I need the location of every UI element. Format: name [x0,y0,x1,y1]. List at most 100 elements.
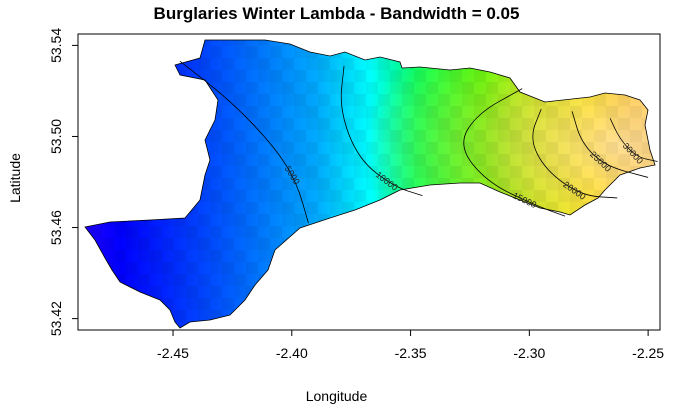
heatmap-cell [234,286,246,298]
heatmap-cell [354,70,366,82]
heatmap-cell [270,118,282,130]
heatmap-cell [126,262,138,274]
heatmap-cell [462,274,474,286]
heatmap-cell [522,154,534,166]
heatmap-cell [486,274,498,286]
heatmap-cell [258,106,270,118]
heatmap-cell [186,46,198,58]
heatmap-cell [210,82,222,94]
heatmap-cell [486,226,498,238]
heatmap-cell [342,142,354,154]
heatmap-cell [150,262,162,274]
heatmap-cell [186,142,198,154]
heatmap-cell [474,202,486,214]
heatmap-cell [438,226,450,238]
heatmap-cell [498,250,510,262]
heatmap-cell [114,322,126,334]
heatmap-cell [294,142,306,154]
heatmap-cell [414,94,426,106]
heatmap-cell [85,94,90,106]
heatmap-cell [582,34,594,46]
heatmap-cell [606,58,618,70]
heatmap-cell [546,286,558,298]
heatmap-cell [90,298,102,310]
heatmap-cell [330,298,342,310]
heatmap-cell [426,46,438,58]
heatmap-cell [546,238,558,250]
heatmap-cell [318,178,330,190]
heatmap-cell [150,178,162,190]
heatmap-cell [570,310,582,322]
heatmap-cell [258,166,270,178]
heatmap-cell [570,322,582,334]
heatmap-cell [426,286,438,298]
heatmap-cell [390,130,402,142]
heatmap-cell [330,202,342,214]
heatmap-cell [126,154,138,166]
heatmap-cell [234,202,246,214]
heatmap-cell [402,274,414,286]
heatmap-cell [642,70,654,82]
heatmap-cell [570,142,582,154]
heatmap-cell [85,178,90,190]
heatmap-cell [426,34,438,46]
heatmap-cell [462,178,474,190]
heatmap-cell [390,226,402,238]
heatmap-cell [414,190,426,202]
heatmap-cell [282,298,294,310]
heatmap-cell [294,94,306,106]
heatmap-cell [150,202,162,214]
heatmap-cell [630,298,642,310]
heatmap-cell [426,178,438,190]
heatmap-cell [378,46,390,58]
heatmap-cell [390,238,402,250]
heatmap-cell [522,82,534,94]
heatmap-cell [594,82,606,94]
heatmap-cell [174,202,186,214]
heatmap-cell [462,34,474,46]
heatmap-cell [174,106,186,118]
heatmap-cell [402,94,414,106]
heatmap-cell [102,238,114,250]
heatmap-cell [102,34,114,46]
heatmap-cell [558,274,570,286]
x-tick-label: -2.45 [157,345,189,361]
heatmap-cell [330,70,342,82]
heatmap-cell [85,274,90,286]
heatmap-cell [306,166,318,178]
heatmap-cell [486,202,498,214]
heatmap-cell [402,250,414,262]
heatmap-cell [162,262,174,274]
heatmap-cell [546,202,558,214]
heatmap-cell [330,322,342,334]
heatmap-cell [126,58,138,70]
heatmap-cell [582,262,594,274]
heatmap-cell [546,214,558,226]
heatmap-cell [294,82,306,94]
heatmap-cell [138,226,150,238]
heatmap-cell [174,214,186,226]
heatmap-cell [282,238,294,250]
heatmap-cell [546,178,558,190]
heatmap-cell [126,298,138,310]
heatmap-cell [78,70,90,82]
heatmap-cell [402,214,414,226]
heatmap-cell [582,94,594,106]
heatmap-cell [462,298,474,310]
heatmap-cell [630,70,642,82]
heatmap-cell [642,298,654,310]
heatmap-cell [534,190,546,202]
heatmap-cell [630,262,642,274]
heatmap-cell [534,214,546,226]
heatmap-cell [630,238,642,250]
heatmap-cell [90,238,102,250]
heatmap-cell [102,202,114,214]
heatmap-cell [462,82,474,94]
heatmap-cell [318,70,330,82]
heatmap-cell [342,214,354,226]
heatmap-cell [606,178,618,190]
heatmap-cell [594,214,606,226]
heatmap-cell [282,94,294,106]
heatmap-cell [510,298,522,310]
heatmap-cell [330,130,342,142]
